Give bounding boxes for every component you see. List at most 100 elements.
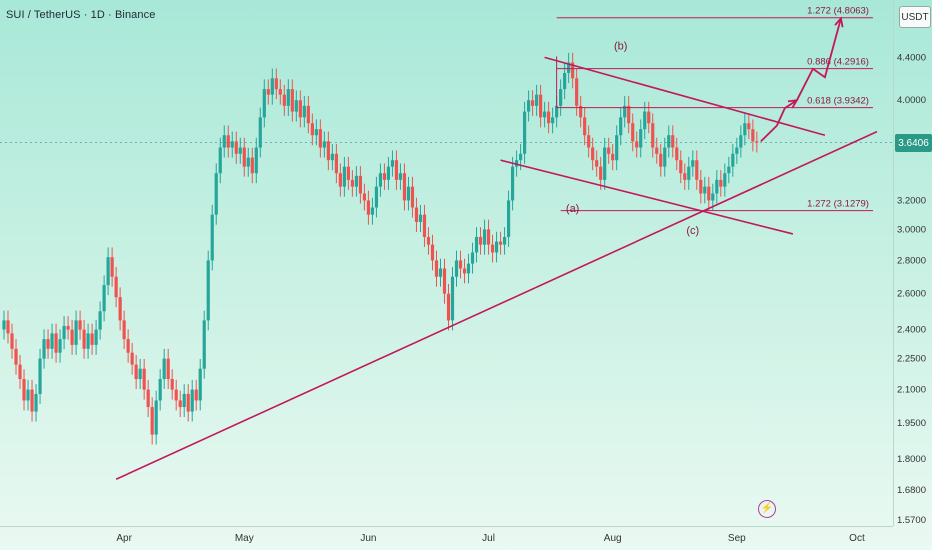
candle-body [246,157,250,167]
candle-body [10,333,14,349]
candle-body [454,260,459,277]
candle-body [743,123,747,136]
candle-body [334,153,338,174]
candle-body [731,153,735,167]
candle-body [294,100,298,112]
candle-body [218,147,222,174]
time-axis-divider [0,526,893,527]
candle-body [118,297,122,321]
candle-body [450,276,455,321]
candle-body [58,339,62,353]
candle-body [627,105,631,124]
candle-body [651,123,655,148]
wave-label: (c) [686,225,699,237]
candle-body [434,260,439,277]
candle-body [206,260,210,321]
candle-body [34,393,38,412]
candle-body [86,333,90,349]
candle-body [426,236,431,245]
candle-body [611,153,615,161]
candle-body [370,207,375,215]
candle-body [635,141,639,148]
candle-body [238,147,242,154]
currency-unit-button[interactable]: USDT [899,6,931,28]
candle-body [647,111,651,124]
candle-body [530,100,535,106]
candle-body [643,111,647,130]
candle-body [166,358,170,380]
candle-body [70,329,74,345]
candle-body [346,166,350,180]
candle-body [386,166,391,180]
candle-body [130,352,134,365]
candle-body [543,111,547,118]
candle-body [342,166,346,187]
candle-body [14,348,18,365]
y-tick-label: 1.5700 [897,515,926,526]
y-tick-label: 2.2500 [897,354,926,365]
candle-body [687,166,691,180]
candle-body [446,293,451,321]
candle-body [42,339,46,359]
candle-body [551,117,555,124]
candle-body [539,94,543,118]
candle-body [338,173,342,187]
price-axis-divider [893,0,894,526]
candle-body [50,333,54,349]
candle-body [727,166,731,174]
candle-body [278,89,282,95]
candle-body [683,173,687,180]
candle-body [599,166,603,180]
candle-body [198,368,202,401]
candle-body [262,89,266,118]
candle-body [615,135,619,161]
flash-icon[interactable]: ⚡ [758,500,776,518]
candle-body [535,94,539,106]
candle-body [46,339,50,349]
y-tick-label: 1.9500 [897,418,926,429]
candle-body [595,160,599,167]
x-tick-label: Jun [360,533,376,544]
candle-body [402,173,407,201]
candle-body [715,179,719,194]
candle-body [679,160,683,174]
candle-body [623,105,627,118]
candle-body [703,186,707,194]
candle-body [126,339,130,353]
candle-body [122,320,126,340]
candle-body [66,325,70,330]
candle-body [190,389,194,412]
candle-body [723,173,727,187]
candle-body [510,166,515,201]
rising-trendline [115,130,878,480]
candle-body [607,147,611,154]
candle-body [747,123,751,130]
candle-body [26,389,30,401]
candle-body [106,257,110,286]
candle-body [306,105,310,124]
candle-body [286,89,290,106]
candle-body [494,241,499,253]
y-tick-label: 1.8000 [897,454,926,465]
candle-body [522,111,527,154]
candle-body [326,141,330,161]
x-tick-label: Jul [482,533,495,544]
candle-body [194,389,198,401]
y-tick-label: 2.6000 [897,289,926,300]
candle-body [518,153,523,161]
candle-body [94,329,98,345]
candle-body [422,214,427,237]
candle-body [382,173,387,180]
candle-body [631,123,635,142]
x-tick-label: Apr [116,533,132,544]
candle-body [438,268,443,277]
candle-body [222,135,226,148]
candle-body [18,364,22,380]
candle-body [719,179,723,187]
candle-body [250,157,254,174]
candle-body [707,186,711,201]
y-tick-label: 2.1000 [897,385,926,396]
candle-body [663,147,667,167]
candle-body [242,147,246,167]
